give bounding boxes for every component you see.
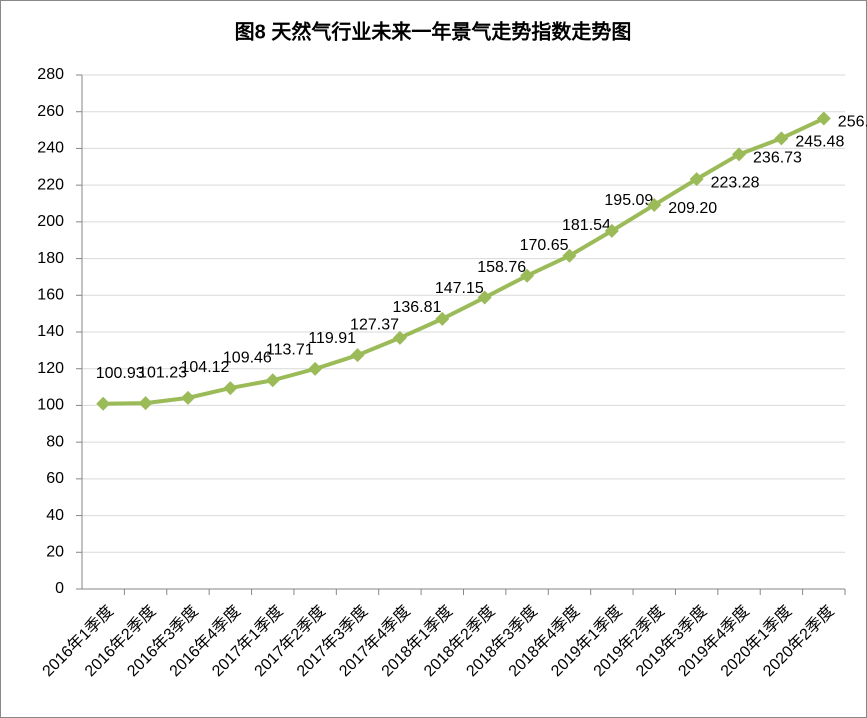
chart-title: 图8 天然气行业未来一年景气走势指数走势图 [235,19,632,43]
data-label: 113.71 [266,341,314,358]
y-tick-label: 280 [37,66,64,83]
marker [308,361,323,376]
data-label: 245.48 [795,134,844,151]
y-tick-label: 200 [37,213,64,230]
y-tick-label: 0 [55,580,64,597]
data-label: 236.73 [753,150,802,167]
y-tick-label: 100 [37,397,64,414]
data-label: 104.12 [181,359,230,376]
data-label: 100.93 [96,365,145,382]
data-label: 256.29 [838,114,867,131]
data-label: 127.37 [350,316,399,333]
data-label: 223.28 [711,174,760,191]
marker [392,330,407,345]
marker [477,290,492,305]
marker [647,197,662,212]
y-tick-label: 60 [46,470,64,487]
data-label: 101.23 [138,364,187,381]
marker [689,172,704,187]
marker [816,111,831,126]
line [103,116,825,406]
marker [265,373,280,388]
marker [435,311,450,326]
y-tick-label: 80 [46,433,64,450]
y-tick-label: 180 [37,250,64,267]
marker [96,396,111,411]
data-label: 119.91 [308,330,356,347]
y-tick-label: 220 [37,176,64,193]
data-label: 147.15 [435,280,484,297]
marker [774,131,789,146]
data-label: 109.46 [223,349,272,366]
y-tick-label: 40 [46,507,64,524]
y-tick-label: 20 [46,544,64,561]
data-label: 195.09 [604,192,653,209]
y-tick-label: 120 [37,360,64,377]
y-tick-label: 260 [37,103,64,120]
data-label: 181.54 [562,217,611,234]
marker [520,268,535,283]
data-label: 170.65 [520,237,569,254]
y-tick-label: 140 [37,323,64,340]
marker [138,396,153,411]
data-label: 209.20 [668,200,717,217]
marker [223,381,238,396]
marker [562,248,577,263]
data-label: 136.81 [392,299,441,316]
marker [732,147,747,162]
y-tick-label: 240 [37,140,64,157]
y-tick-label: 160 [37,287,64,304]
marker [604,223,619,238]
data-label: 158.76 [477,259,526,276]
marker [350,348,365,363]
marker [180,390,195,405]
